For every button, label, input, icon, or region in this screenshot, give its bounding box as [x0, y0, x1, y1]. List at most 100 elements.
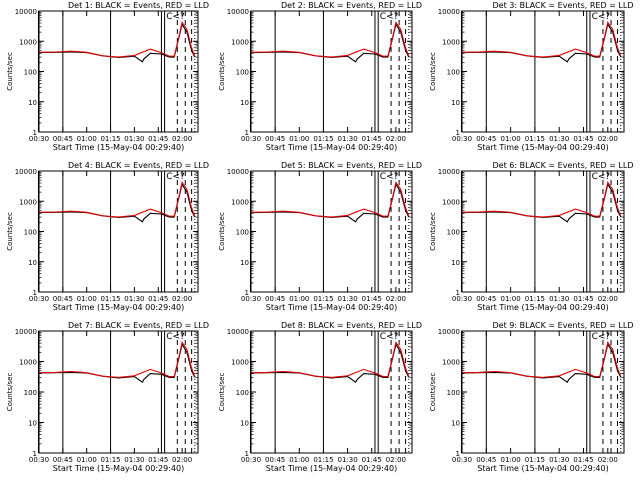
y-tick-label: 10: [451, 99, 460, 107]
x-axis-label: Start Time (15-May-04 00:29:40): [266, 143, 397, 152]
y-tick-label: 100: [236, 229, 249, 237]
y-tick-label: 1000: [442, 198, 460, 206]
x-tick-label: 01:15: [525, 295, 545, 303]
y-tick-label: 10: [451, 259, 460, 267]
x-axis-label: Start Time (15-May-04 00:29:40): [53, 464, 184, 473]
x-tick-label: 01:45: [362, 295, 382, 303]
x-tick-label: 00:45: [476, 456, 496, 464]
y-tick-label: 100: [447, 389, 460, 397]
panel-title: Det 9: BLACK = Events, RED = LLD: [493, 321, 634, 330]
x-tick-label: 01:00: [77, 135, 97, 143]
x-tick-label: 01:30: [549, 456, 569, 464]
x-tick-label: 01:45: [573, 456, 593, 464]
x-tick-label: 01:45: [148, 135, 168, 143]
panel-det-6: Det 6: BLACK = Events, RED = LLD C<? 1 10 10…: [429, 161, 633, 312]
y-tick-label: 10000: [227, 8, 249, 16]
y-tick-label: 10: [240, 420, 249, 428]
y-axis-label: Counts/sec: [6, 373, 14, 412]
annotation-label: C<?: [380, 172, 399, 182]
x-tick-label: 02:00: [386, 135, 406, 143]
series-lld-line: [38, 21, 196, 58]
x-tick-label: 01:45: [573, 135, 593, 143]
x-tick-label: 02:00: [598, 135, 618, 143]
x-tick-label: 00:45: [265, 295, 285, 303]
y-tick-label: 1000: [19, 38, 37, 46]
y-axis-label: Counts/sec: [429, 373, 437, 412]
y-tick-label: 100: [236, 69, 249, 77]
x-axis-label: Start Time (15-May-04 00:29:40): [53, 303, 184, 312]
panel-det-5: Det 5: BLACK = Events, RED = LLD C<? 1 10 10…: [218, 161, 422, 312]
y-tick-label: 10000: [15, 328, 37, 336]
x-tick-label: 01:00: [501, 456, 521, 464]
x-tick-label: 00:30: [29, 295, 49, 303]
x-axis-label: Start Time (15-May-04 00:29:40): [266, 303, 397, 312]
panel-det-9: Det 9: BLACK = Events, RED = LLD C<? 1 10 10…: [429, 321, 633, 473]
x-tick-label: 01:00: [289, 135, 309, 143]
panel-title: Det 8: BLACK = Events, RED = LLD: [281, 321, 422, 330]
x-tick-label: 02:00: [172, 135, 192, 143]
x-tick-label: 01:00: [289, 456, 309, 464]
x-tick-label: 01:00: [289, 295, 309, 303]
annotation-label: C<?: [592, 172, 611, 182]
panel-title: Det 3: BLACK = Events, RED = LLD: [493, 1, 634, 10]
x-tick-label: 01:15: [100, 135, 120, 143]
panel-title: Det 1: BLACK = Events, RED = LLD: [68, 1, 209, 10]
y-tick-label: 10000: [227, 168, 249, 176]
y-axis-label: Counts/sec: [429, 52, 437, 91]
y-axis-label: Counts/sec: [218, 373, 226, 412]
x-tick-label: 01:30: [124, 135, 144, 143]
annotation-label: C<?: [592, 12, 611, 22]
x-tick-label: 01:00: [501, 135, 521, 143]
x-tick-label: 02:00: [386, 295, 406, 303]
x-tick-label: 00:45: [476, 295, 496, 303]
series-lld-line: [461, 181, 622, 218]
x-tick-label: 01:00: [77, 456, 97, 464]
y-tick-label: 10000: [227, 328, 249, 336]
series-lld-line: [38, 341, 196, 378]
y-tick-label: 10: [451, 420, 460, 428]
x-tick-label: 02:00: [598, 456, 618, 464]
y-tick-label: 10000: [438, 8, 460, 16]
x-tick-label: 01:15: [525, 135, 545, 143]
x-tick-label: 01:45: [362, 135, 382, 143]
annotation-label: C<?: [592, 332, 611, 342]
x-tick-label: 01:30: [549, 135, 569, 143]
annotation-label: C<?: [166, 332, 185, 342]
y-tick-label: 1: [245, 450, 249, 458]
y-tick-label: 100: [236, 389, 249, 397]
x-tick-label: 01:15: [313, 135, 333, 143]
annotation-label: C<?: [380, 332, 399, 342]
series-lld-line: [38, 181, 196, 218]
x-tick-label: 00:45: [476, 135, 496, 143]
x-tick-label: 00:45: [265, 135, 285, 143]
y-tick-label: 10000: [15, 8, 37, 16]
y-tick-label: 1: [456, 129, 460, 137]
x-tick-label: 01:15: [313, 295, 333, 303]
panel-title: Det 7: BLACK = Events, RED = LLD: [68, 321, 209, 330]
annotation-label: C<?: [166, 172, 185, 182]
panel-det-2: Det 2: BLACK = Events, RED = LLD C<? 1 10 10…: [218, 1, 422, 152]
y-tick-label: 10000: [438, 168, 460, 176]
y-axis-label: Counts/sec: [429, 212, 437, 251]
panel-title: Det 6: BLACK = Events, RED = LLD: [493, 161, 634, 170]
panel-title: Det 4: BLACK = Events, RED = LLD: [68, 161, 209, 170]
series-lld-line: [250, 21, 410, 58]
x-tick-label: 01:30: [338, 456, 358, 464]
x-tick-label: 01:15: [313, 456, 333, 464]
x-tick-label: 00:30: [29, 456, 49, 464]
y-axis-label: Counts/sec: [218, 212, 226, 251]
x-tick-label: 01:45: [148, 456, 168, 464]
series-lld-line: [461, 21, 622, 58]
y-tick-label: 100: [447, 229, 460, 237]
x-tick-label: 01:45: [148, 295, 168, 303]
panel-title: Det 5: BLACK = Events, RED = LLD: [281, 161, 422, 170]
y-tick-label: 1: [245, 289, 249, 297]
y-axis-label: Counts/sec: [218, 52, 226, 91]
x-tick-label: 02:00: [172, 456, 192, 464]
x-axis-label: Start Time (15-May-04 00:29:40): [477, 143, 608, 152]
x-tick-label: 01:30: [338, 295, 358, 303]
x-tick-label: 01:15: [100, 456, 120, 464]
x-tick-label: 01:45: [362, 456, 382, 464]
